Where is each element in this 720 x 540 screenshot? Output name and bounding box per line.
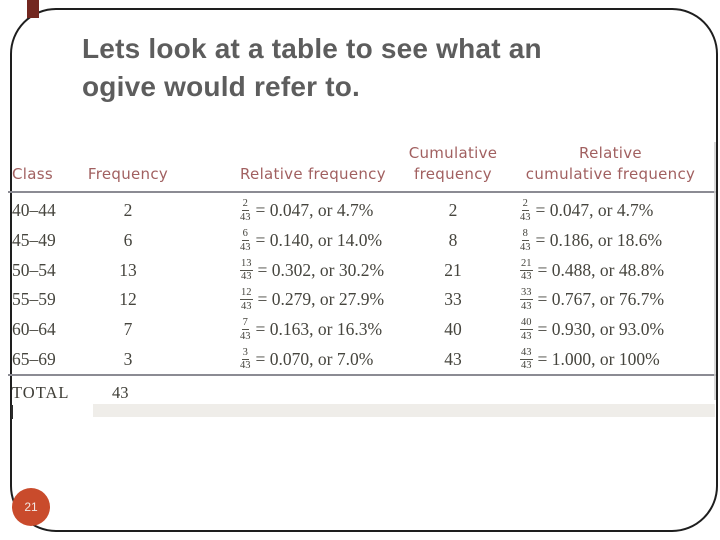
fraction: 2 43 bbox=[240, 198, 251, 223]
table-body: 40–44 2 2 43 = 0.047, or 4.7% 2 2 43 = 0.047… bbox=[8, 196, 718, 374]
class-cell: 50–54 bbox=[12, 259, 56, 280]
relative-cumulative-frequency-text: = 1.000, or 100% bbox=[537, 348, 660, 369]
relative-frequency-text: = 0.140, or 14.0% bbox=[255, 230, 383, 251]
frequency-cell: 13 bbox=[119, 259, 137, 280]
cumulative-frequency-cell: 21 bbox=[444, 259, 462, 280]
fraction: 21 43 bbox=[520, 257, 533, 283]
total-rule bbox=[8, 374, 716, 377]
fraction: 6 43 bbox=[240, 227, 251, 253]
col-header-relative-frequency: Relative frequency bbox=[240, 165, 386, 183]
page-number: 21 bbox=[24, 500, 38, 514]
total-row: TOTAL 43 bbox=[8, 378, 718, 408]
relative-frequency-text: = 0.279, or 27.9% bbox=[257, 289, 385, 310]
cumulative-frequency-cell: 2 bbox=[448, 200, 458, 221]
relative-frequency-cell: 3 43 = 0.070, or 7.0% bbox=[178, 344, 403, 374]
fraction: 13 43 bbox=[240, 257, 253, 283]
fraction: 33 43 bbox=[520, 287, 533, 312]
relative-cumulative-frequency-cell: 8 43 = 0.186, or 18.6% bbox=[503, 226, 718, 256]
relative-cumulative-frequency-text: = 0.186, or 18.6% bbox=[535, 230, 663, 251]
class-cell: 45–49 bbox=[12, 230, 56, 251]
total-label: TOTAL bbox=[12, 383, 70, 403]
table-row: 55–59 12 12 43 = 0.279, or 27.9% 33 33 43 = … bbox=[8, 285, 718, 315]
frequency-cell: 3 bbox=[123, 348, 133, 369]
relative-cumulative-header-line-2: cumulative frequency bbox=[525, 165, 696, 183]
frequency-table: Class Frequency Relative frequency Cumul… bbox=[8, 133, 718, 408]
scan-left-mark bbox=[11, 405, 13, 419]
relative-cumulative-frequency-cell: 21 43 = 0.488, or 48.8% bbox=[503, 255, 718, 285]
relative-frequency-text: = 0.302, or 30.2% bbox=[257, 259, 385, 280]
relative-cumulative-header-line-1: Relative bbox=[579, 144, 642, 162]
cumulative-frequency-cell: 43 bbox=[444, 348, 462, 369]
scan-shadow-band bbox=[93, 404, 715, 417]
class-cell: 65–69 bbox=[12, 348, 56, 369]
relative-cumulative-frequency-cell: 33 43 = 0.767, or 76.7% bbox=[503, 285, 718, 315]
cumulative-frequency-cell: 40 bbox=[444, 319, 462, 340]
frequency-cell: 2 bbox=[123, 200, 133, 221]
relative-cumulative-frequency-text: = 0.047, or 4.7% bbox=[535, 200, 654, 221]
col-header-relative-cumulative-frequency: Relative cumulative frequency bbox=[503, 143, 718, 191]
relative-cumulative-frequency-cell: 43 43 = 1.000, or 100% bbox=[503, 344, 718, 374]
table-row: 60–64 7 7 43 = 0.163, or 16.3% 40 40 43 = 0.… bbox=[8, 315, 718, 345]
table-row: 45–49 6 6 43 = 0.140, or 14.0% 8 8 43 = 0.18… bbox=[8, 226, 718, 256]
cumulative-header-line-2: frequency bbox=[414, 165, 492, 183]
table-row: 40–44 2 2 43 = 0.047, or 4.7% 2 2 43 = 0.047… bbox=[8, 196, 718, 226]
relative-frequency-cell: 13 43 = 0.302, or 30.2% bbox=[178, 255, 403, 285]
table-row: 65–69 3 3 43 = 0.070, or 7.0% 43 43 43 = 1.0… bbox=[8, 344, 718, 374]
relative-frequency-cell: 2 43 = 0.047, or 4.7% bbox=[178, 196, 403, 226]
title-line-2: ogive would refer to. bbox=[82, 71, 361, 102]
col-header-cumulative-frequency: Cumulative frequency bbox=[403, 143, 503, 191]
frequency-cell: 7 bbox=[123, 319, 133, 340]
col-header-frequency: Frequency bbox=[87, 165, 169, 183]
fraction: 7 43 bbox=[240, 317, 251, 342]
fraction: 8 43 bbox=[520, 227, 531, 253]
fraction: 2 43 bbox=[520, 198, 531, 223]
relative-frequency-text: = 0.070, or 7.0% bbox=[255, 348, 374, 369]
relative-frequency-cell: 6 43 = 0.140, or 14.0% bbox=[178, 226, 403, 256]
table-row: 50–54 13 13 43 = 0.302, or 30.2% 21 21 43 = … bbox=[8, 255, 718, 285]
class-cell: 60–64 bbox=[12, 319, 56, 340]
frequency-cell: 6 bbox=[123, 230, 133, 251]
relative-cumulative-frequency-cell: 40 43 = 0.930, or 93.0% bbox=[503, 315, 718, 345]
slide-title: Lets look at a table to see what an ogiv… bbox=[82, 30, 542, 106]
relative-frequency-text: = 0.047, or 4.7% bbox=[255, 200, 374, 221]
relative-frequency-text: = 0.163, or 16.3% bbox=[255, 319, 383, 340]
frequency-cell: 12 bbox=[119, 289, 137, 310]
cumulative-frequency-cell: 8 bbox=[448, 230, 458, 251]
page-number-badge: 21 bbox=[12, 488, 50, 526]
fraction: 3 43 bbox=[240, 346, 251, 372]
fraction: 43 43 bbox=[520, 346, 533, 372]
total-value: 43 bbox=[112, 383, 129, 403]
corner-accent-bar bbox=[27, 0, 39, 18]
relative-cumulative-frequency-text: = 0.767, or 76.7% bbox=[537, 289, 665, 310]
fraction: 40 43 bbox=[520, 317, 533, 342]
table-header-row: Class Frequency Relative frequency Cumul… bbox=[8, 133, 718, 191]
relative-cumulative-frequency-text: = 0.930, or 93.0% bbox=[537, 319, 665, 340]
slide-border bbox=[10, 8, 718, 532]
relative-frequency-cell: 7 43 = 0.163, or 16.3% bbox=[178, 315, 403, 345]
relative-cumulative-frequency-text: = 0.488, or 48.8% bbox=[537, 259, 665, 280]
scan-right-edge bbox=[714, 142, 716, 400]
title-line-1: Lets look at a table to see what an bbox=[82, 33, 542, 64]
header-rule bbox=[8, 191, 716, 193]
relative-frequency-cell: 12 43 = 0.279, or 27.9% bbox=[178, 285, 403, 315]
relative-cumulative-frequency-cell: 2 43 = 0.047, or 4.7% bbox=[503, 196, 718, 226]
cumulative-header-line-1: Cumulative bbox=[408, 144, 498, 162]
col-header-class: Class bbox=[12, 165, 53, 183]
class-cell: 40–44 bbox=[12, 200, 56, 221]
cumulative-frequency-cell: 33 bbox=[444, 289, 462, 310]
class-cell: 55–59 bbox=[12, 289, 56, 310]
fraction: 12 43 bbox=[240, 287, 253, 312]
